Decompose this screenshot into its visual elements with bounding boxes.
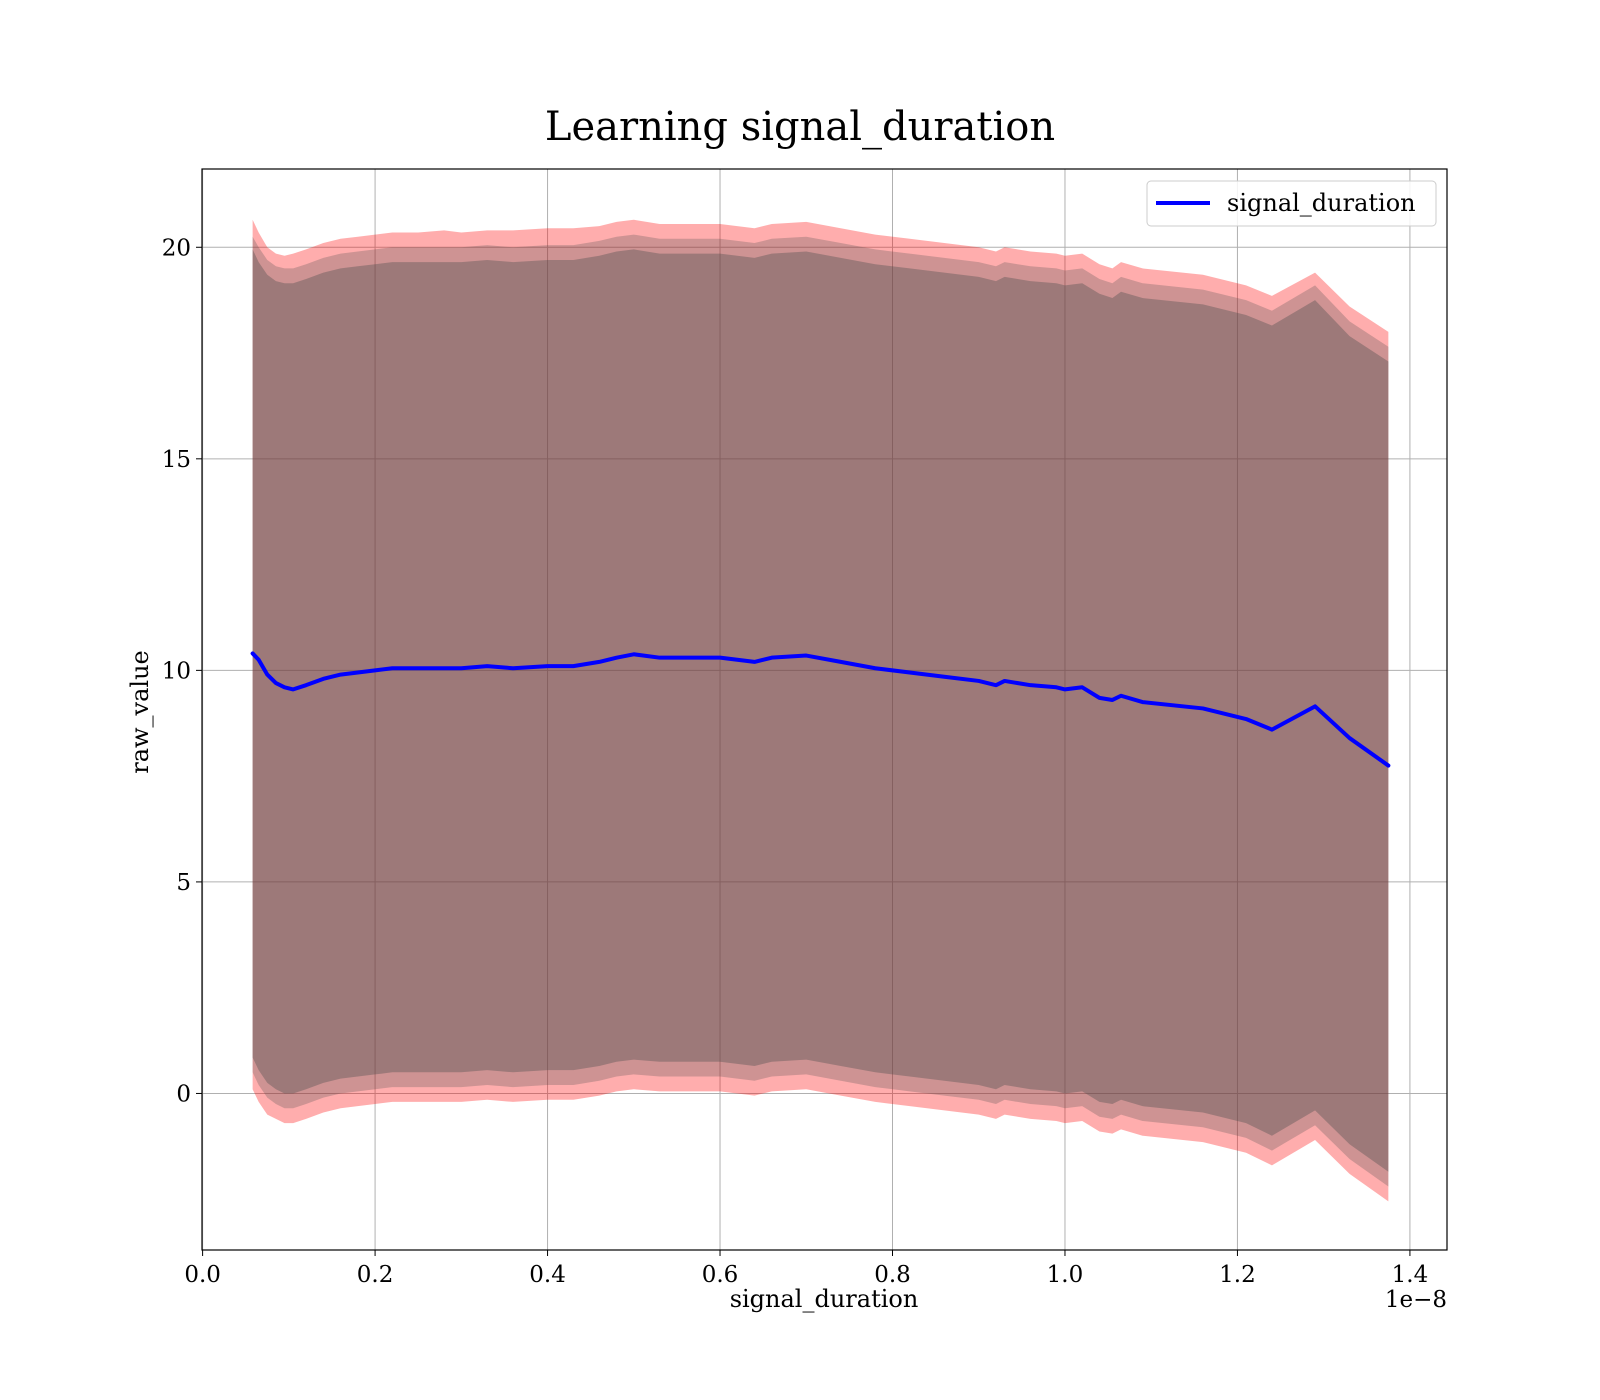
x-offset-text: 1e−8 — [1385, 1287, 1447, 1313]
x-tick-label: 0.6 — [702, 1262, 739, 1288]
x-tick-label: 0.2 — [357, 1262, 394, 1288]
plot-frame — [201, 168, 1448, 1251]
y-axis-label: raw_value — [126, 650, 154, 774]
series-line — [250, 651, 1391, 768]
x-axis-label: signal_duration — [730, 1285, 919, 1313]
core-band — [252, 249, 1389, 1172]
y-tick-layer: 0 5 10 15 20 — [162, 235, 202, 1107]
x-tick-label: 1.4 — [1392, 1262, 1429, 1288]
chart-title: Learning signal_duration — [545, 104, 1055, 150]
x-tick-label: 0.0 — [184, 1262, 221, 1288]
inner-band — [252, 234, 1389, 1187]
x-tick-label: 0.8 — [874, 1262, 911, 1288]
legend-box — [1146, 180, 1437, 227]
x-tick-layer: 0.0 0.2 0.4 0.6 0.8 1.0 1.2 1.4 — [184, 1250, 1428, 1288]
legend: signal_duration — [1146, 180, 1437, 227]
y-tick-label: 20 — [162, 235, 191, 261]
outer-band — [252, 219, 1389, 1202]
band-layer — [252, 219, 1389, 1202]
y-tick-label: 10 — [162, 658, 191, 684]
y-tick-label: 5 — [176, 870, 191, 896]
x-tick-label: 1.0 — [1047, 1262, 1084, 1288]
legend-label: signal_duration — [1227, 189, 1416, 217]
x-tick-label: 1.2 — [1219, 1262, 1256, 1288]
x-tick-label: 0.4 — [529, 1262, 566, 1288]
y-tick-label: 0 — [176, 1081, 191, 1107]
grid-layer — [202, 169, 1447, 1250]
y-tick-label: 15 — [162, 447, 191, 473]
line-layer — [250, 651, 1391, 768]
